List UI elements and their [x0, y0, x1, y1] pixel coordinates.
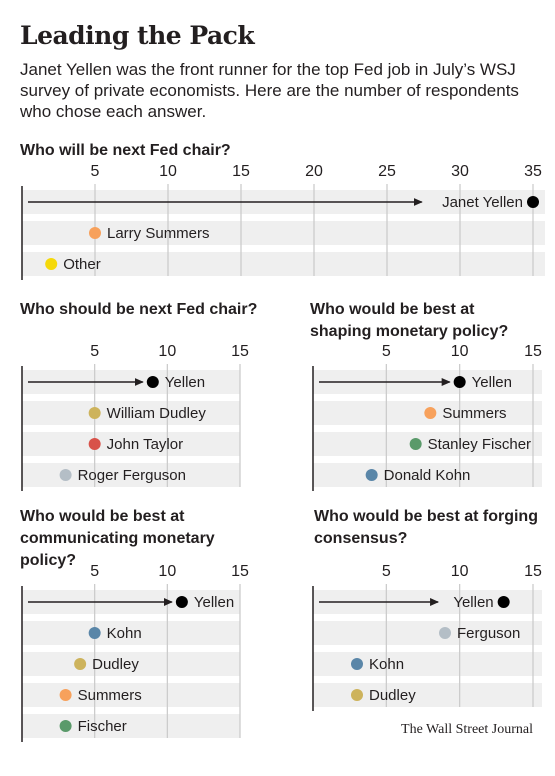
source-credit: The Wall Street Journal: [401, 722, 533, 737]
chart-title: Who would be best at shaping monetary po…: [310, 301, 509, 340]
page-title: Leading the Pack: [20, 21, 255, 50]
row-band: [313, 432, 542, 456]
chart-title: Who would be best at forging consensus?: [314, 508, 538, 547]
data-point: [365, 469, 378, 481]
data-point: [424, 407, 437, 419]
x-tick-label: 15: [231, 343, 249, 360]
x-tick-label: 30: [451, 163, 469, 180]
chart-forging-consensus: 5 10 15 Yellen Ferguson Kohn Dudley: [312, 563, 542, 711]
x-tick-label: 10: [451, 563, 469, 580]
data-point: [89, 227, 101, 239]
data-point: [453, 376, 466, 388]
chart-title: Who would be best at communicating monet…: [20, 508, 215, 569]
data-label: Roger Ferguson: [78, 467, 186, 484]
data-point: [59, 689, 72, 701]
page-subtitle: Janet Yellen was the front runner for th…: [20, 60, 519, 121]
data-label: Yellen: [165, 374, 205, 391]
data-label: John Taylor: [107, 436, 183, 453]
data-label: Dudley: [369, 687, 416, 704]
data-label: Other: [63, 256, 101, 273]
chart-communicating-policy: 5 10 15 Yellen Kohn Dudley Summers Fischer: [21, 563, 249, 742]
data-point: [88, 407, 101, 419]
x-tick-label: 15: [232, 163, 250, 180]
data-label: Donald Kohn: [384, 467, 471, 484]
data-point: [45, 258, 58, 270]
data-label: Ferguson: [457, 625, 520, 642]
row-band: [22, 252, 545, 276]
data-label: Summers: [442, 405, 506, 422]
x-tick-label: 35: [524, 163, 542, 180]
chart-should-be-chair: 5 10 15 Yellen William Dudley John Taylor Roge…: [21, 343, 249, 491]
data-point: [409, 438, 422, 450]
x-tick-label: 5: [91, 163, 100, 180]
data-label: Yellen: [472, 374, 512, 391]
data-label: Yellen: [453, 594, 493, 611]
x-tick-label: 5: [90, 343, 99, 360]
data-point: [59, 720, 72, 732]
chart-shaping-policy: 5 10 15 Yellen Summers Stanley Fischer Donald …: [312, 343, 542, 491]
row-band: [22, 652, 240, 676]
x-tick-label: 10: [451, 343, 469, 360]
data-point: [146, 376, 159, 388]
data-point: [497, 596, 510, 608]
row-band: [22, 621, 240, 645]
data-label: Stanley Fischer: [428, 436, 531, 453]
chart-title: Who should be next Fed chair?: [20, 301, 258, 318]
x-tick-label: 10: [158, 563, 176, 580]
data-point: [527, 196, 539, 208]
data-label: Dudley: [92, 656, 139, 673]
chart-title: Who will be next Fed chair?: [20, 142, 231, 159]
data-label: Janet Yellen: [442, 194, 523, 211]
data-label: Summers: [78, 687, 142, 704]
x-tick-label: 5: [90, 563, 99, 580]
row-band: [313, 683, 542, 707]
x-tick-label: 10: [158, 343, 176, 360]
x-tick-label: 10: [159, 163, 177, 180]
row-band: [313, 463, 542, 487]
x-tick-label: 25: [378, 163, 396, 180]
data-label: Yellen: [194, 594, 234, 611]
data-point: [88, 627, 101, 639]
x-tick-label: 5: [382, 343, 391, 360]
x-tick-label: 15: [231, 563, 249, 580]
row-band: [22, 683, 240, 707]
x-tick-label: 20: [305, 163, 323, 180]
row-band: [313, 652, 542, 676]
x-tick-label: 15: [524, 563, 542, 580]
data-point: [351, 658, 363, 670]
data-point: [59, 469, 72, 481]
x-tick-label: 15: [524, 343, 542, 360]
row-band: [22, 714, 240, 738]
data-label: Kohn: [369, 656, 404, 673]
data-point: [88, 438, 101, 450]
data-label: Larry Summers: [107, 225, 210, 242]
row-band: [22, 401, 240, 425]
row-band: [22, 463, 240, 487]
data-point: [351, 689, 363, 701]
data-point: [74, 658, 87, 670]
data-label: Kohn: [107, 625, 142, 642]
row-band: [22, 432, 240, 456]
data-point: [175, 596, 188, 608]
x-tick-label: 5: [382, 563, 391, 580]
data-point: [439, 627, 451, 639]
row-band: [313, 621, 542, 645]
data-label: William Dudley: [107, 405, 207, 422]
row-band: [22, 221, 545, 245]
data-label: Fischer: [78, 718, 127, 735]
